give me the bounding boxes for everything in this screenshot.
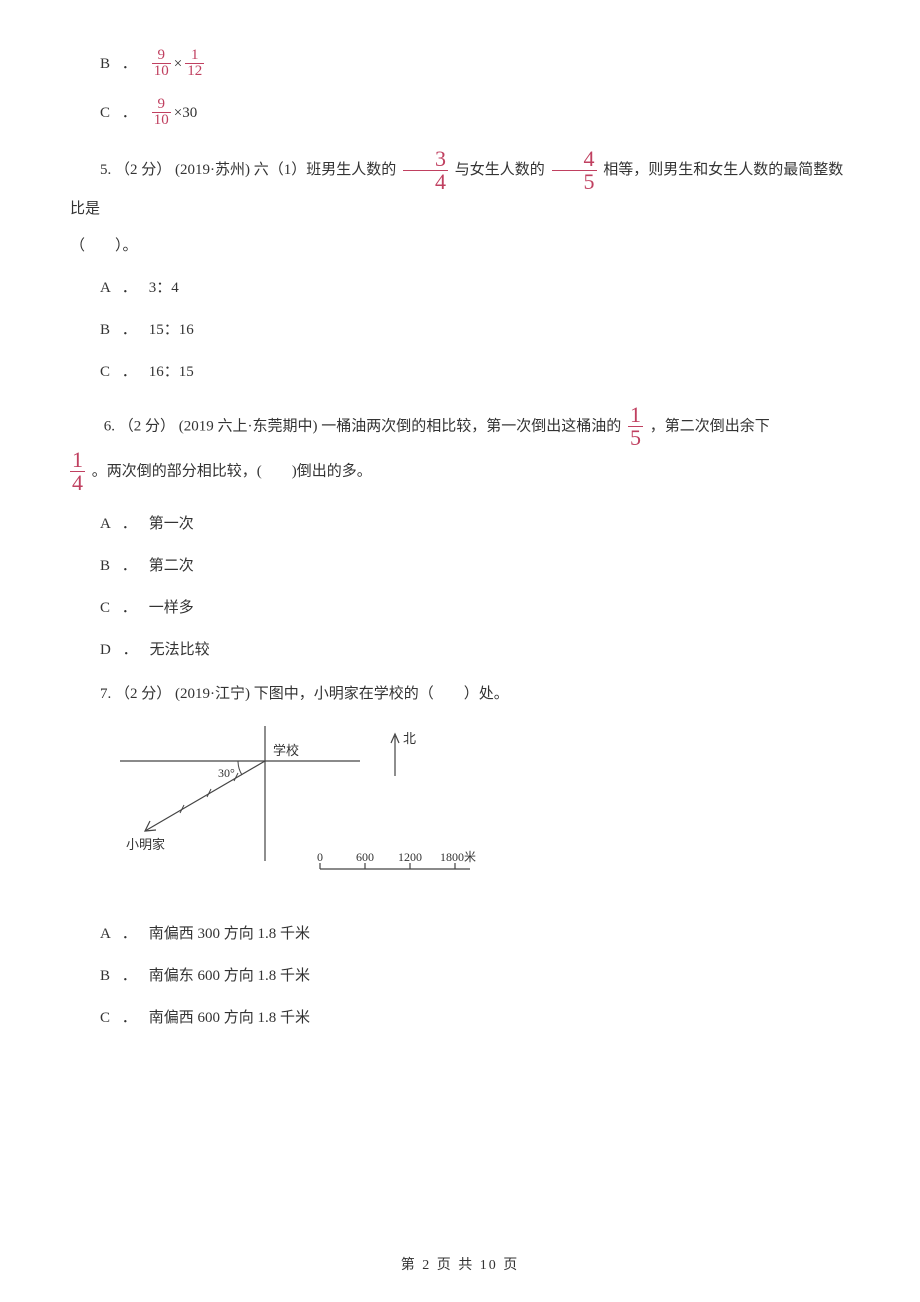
page-footer: 第 2 页 共 10 页 [0,1255,920,1277]
option-text: 第一次 [149,512,194,536]
option-label: B ． [100,52,141,76]
option-label: C ． [100,1006,141,1030]
option-text: 16：15 [149,360,194,384]
q6-option-b[interactable]: B ． 第二次 [100,554,880,578]
q7-diagram: 学校 30° 小明家 北 0 600 1200 1800米 [110,721,880,904]
option-label: B ． [100,318,141,342]
option-text: 南偏东 600 方向 1.8 千米 [149,964,310,988]
q7-option-b[interactable]: B ． 南偏东 600 方向 1.8 千米 [100,964,880,988]
q5-stem-line2: （ ）。 [70,234,850,258]
direction-diagram-svg: 学校 30° 小明家 北 0 600 1200 1800米 [110,721,480,896]
q5-option-c[interactable]: C ． 16：15 [100,360,880,384]
option-label: A ． [100,276,141,300]
q6-option-a[interactable]: A ． 第一次 [100,512,880,536]
option-text: 南偏西 300 方向 1.8 千米 [149,922,310,946]
option-label: D ． [100,638,142,662]
fraction: 9 10 [152,97,171,128]
home-label: 小明家 [126,837,165,852]
option-text: 一样多 [149,596,194,620]
q5-option-b[interactable]: B ． 15：16 [100,318,880,342]
fraction: 1 12 [185,48,204,79]
option-label: B ． [100,554,141,578]
option-label: C ． [100,101,141,125]
option-label: B ． [100,964,141,988]
q6-option-c[interactable]: C ． 一样多 [100,596,880,620]
fraction: 1 4 [70,449,85,494]
text: ×30 [174,101,197,125]
q7-stem: 7. （2 分） (2019·江宁) 下图中，小明家在学校的（ ）处。 [100,682,880,706]
option-text: 15：16 [149,318,194,342]
q7-option-a[interactable]: A ． 南偏西 300 方向 1.8 千米 [100,922,880,946]
option-text: 第二次 [149,554,194,578]
q5-option-a[interactable]: A ． 3：4 [100,276,880,300]
angle-label: 30° [218,766,235,780]
option-text: 无法比较 [150,638,210,662]
q4-option-c[interactable]: C ． 9 10 ×30 [100,97,880,128]
scale-1: 600 [356,850,374,864]
fraction: 4 5 [552,148,597,193]
scale-2: 1200 [398,850,422,864]
fraction: 1 5 [628,404,643,449]
q7-option-c[interactable]: C ． 南偏西 600 方向 1.8 千米 [100,1006,880,1030]
school-label: 学校 [273,743,299,758]
option-label: C ． [100,360,141,384]
fraction: 9 10 [152,48,171,79]
scale-3: 1800米 [440,850,476,864]
q5-stem: 5. （2 分） (2019·苏州) 六（1）班男生人数的 3 4 与女生人数的… [70,148,850,226]
north-label: 北 [403,731,416,746]
q4-option-b[interactable]: B ． 9 10 × 1 12 [100,48,880,79]
scale-0: 0 [317,850,323,864]
operator: × [174,52,182,76]
option-text: 3：4 [149,276,179,300]
fraction: 3 4 [403,148,448,193]
option-label: A ． [100,922,141,946]
q6-stem: 6. （2 分） (2019 六上·东莞期中) 一桶油两次倒的相比较，第一次倒出… [70,404,850,494]
q6-option-d[interactable]: D ． 无法比较 [100,638,880,662]
option-label: C ． [100,596,141,620]
option-label: A ． [100,512,141,536]
option-text: 南偏西 600 方向 1.8 千米 [149,1006,310,1030]
